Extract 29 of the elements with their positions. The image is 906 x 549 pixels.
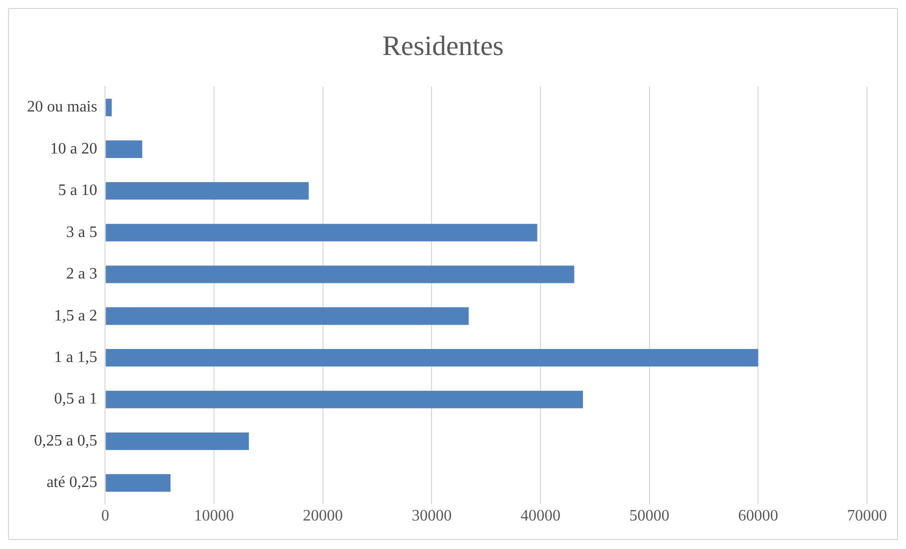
- y-tick-label: 3 a 5: [66, 224, 98, 241]
- bar: [106, 307, 469, 325]
- x-tick-label: 40000: [520, 508, 561, 525]
- y-tick-label: 1,5 a 2: [54, 307, 98, 324]
- x-tick-label: 60000: [738, 508, 778, 525]
- y-tick-label: 0,5 a 1: [54, 390, 98, 408]
- y-tick-label: 5 a 10: [58, 182, 98, 200]
- chart-title: Residentes: [382, 31, 504, 62]
- y-tick-label: até 0,25: [46, 474, 98, 492]
- y-tick-label: 2 a 3: [66, 266, 98, 283]
- x-tick-label: 30000: [412, 508, 452, 525]
- bar: [106, 182, 309, 200]
- x-tick-label: 70000: [847, 508, 887, 525]
- y-tick-label: 10 a 20: [50, 140, 98, 158]
- x-tick-label: 20000: [302, 508, 343, 525]
- x-tick-label: 10000: [194, 508, 234, 525]
- bar: [106, 140, 142, 158]
- y-tick-label: 0,25 a 0,5: [34, 432, 98, 450]
- bar: [106, 349, 758, 367]
- bar: [106, 266, 574, 284]
- x-tick-label: 0: [101, 508, 110, 525]
- x-tick-label: 50000: [629, 508, 670, 525]
- bar: [106, 98, 112, 116]
- bar: [106, 432, 249, 450]
- bar: [106, 224, 538, 242]
- y-tick-label: 20 ou mais: [27, 98, 98, 116]
- bar: [106, 390, 583, 408]
- y-tick-label: 1 a 1,5: [54, 348, 98, 366]
- bar: [106, 474, 171, 492]
